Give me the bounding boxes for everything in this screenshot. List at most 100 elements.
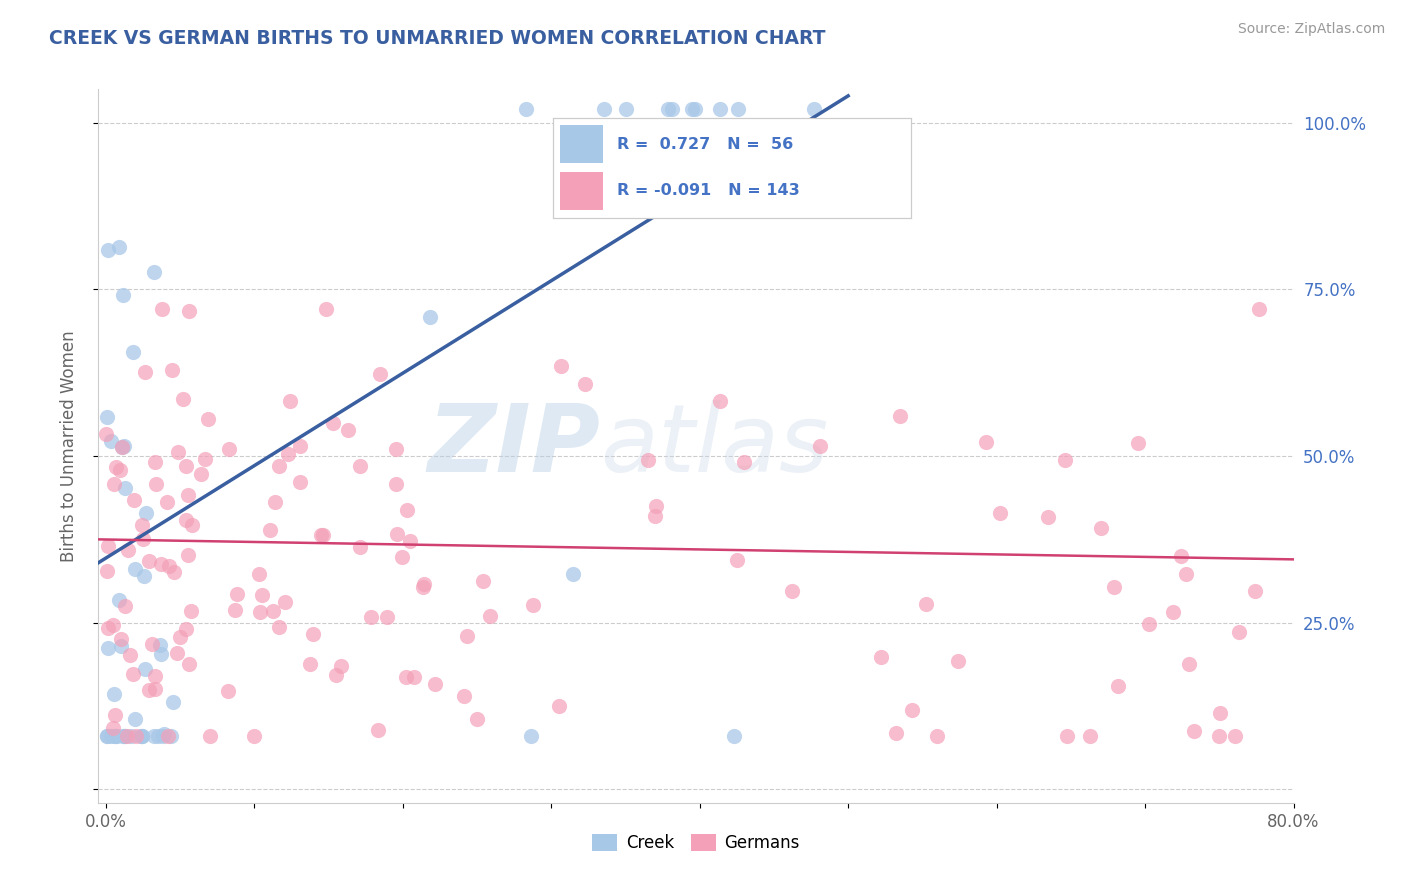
Point [884,725,907,739]
Point [122,666,145,681]
Point [813,138,835,153]
Point [396,503,419,517]
Point [107,593,129,607]
Point [1223,729,1246,743]
Point [262,604,284,618]
Point [412,580,434,594]
Point [145,477,167,491]
Point [96,729,118,743]
Point [197,411,219,425]
Point [117,542,139,557]
Point [129,729,152,743]
Point [108,240,131,254]
Y-axis label: Births to Unmarried Women: Births to Unmarried Women [59,330,77,562]
Point [100,434,122,449]
Point [515,102,537,116]
Point [402,670,425,684]
Point [456,629,478,643]
Point [562,567,585,582]
Point [733,455,755,469]
Point [644,508,666,523]
Point [104,708,127,723]
Point [385,527,408,541]
Point [180,604,202,618]
Point [1056,729,1078,743]
Point [131,729,153,743]
Point [217,684,239,698]
Point [218,442,240,457]
Point [901,703,924,717]
Point [181,517,204,532]
Point [395,670,418,684]
Text: ZIP: ZIP [427,400,600,492]
Point [242,729,264,743]
Point [423,677,446,691]
Point [915,598,938,612]
Point [124,712,146,726]
Point [453,689,475,703]
Point [149,638,172,652]
Point [315,302,337,317]
Point [143,669,166,683]
Point [325,668,347,682]
Point [522,599,544,613]
Point [385,476,408,491]
Point [134,366,156,380]
Point [375,609,398,624]
Point [105,729,128,743]
Point [889,409,911,423]
Legend: Creek, Germans: Creek, Germans [586,827,806,859]
Point [112,439,135,453]
Text: Source: ZipAtlas.com: Source: ZipAtlas.com [1237,22,1385,37]
Point [780,584,803,599]
Point [112,729,135,743]
Point [391,549,413,564]
Point [259,523,281,537]
Point [138,554,160,568]
Point [103,721,125,735]
Point [111,440,134,454]
Point [122,492,145,507]
Point [172,392,194,406]
Point [709,102,731,116]
Point [367,723,389,738]
Point [269,620,291,634]
Point [112,287,135,301]
Point [413,577,436,591]
Point [329,659,352,673]
Point [1227,625,1250,640]
Point [157,559,180,574]
Point [226,587,249,601]
Point [1243,584,1265,599]
Point [252,588,274,602]
Point [277,447,299,461]
Point [134,662,156,676]
Point [104,729,127,743]
Point [309,528,332,542]
Point [166,646,188,660]
Point [114,481,136,495]
Point [472,574,495,588]
Point [709,394,731,409]
Point [97,243,120,257]
Point [111,440,134,454]
Point [690,129,713,144]
Point [167,445,190,459]
Point [103,477,125,491]
Point [368,367,391,381]
Point [150,302,173,317]
Point [927,729,949,743]
Point [110,632,132,646]
Point [131,517,153,532]
Point [132,569,155,583]
Point [110,463,132,477]
Point [160,729,183,743]
Point [190,467,212,481]
Point [200,729,222,743]
Point [157,729,180,743]
Point [249,605,271,619]
Point [104,729,127,743]
Point [657,102,679,116]
Point [142,729,165,743]
Point [290,439,312,453]
